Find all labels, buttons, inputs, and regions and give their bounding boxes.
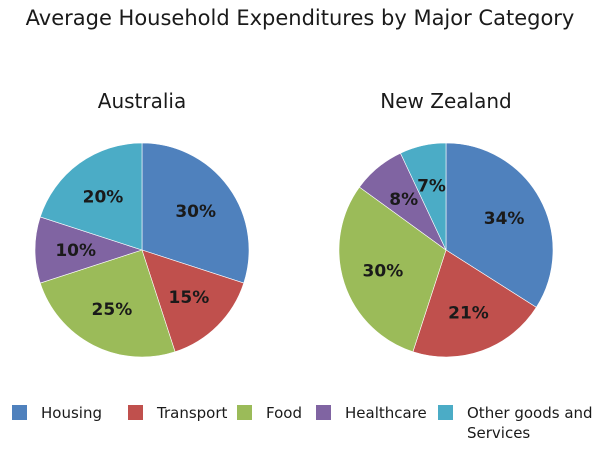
legend-item-other: Other goods and Services [438,403,598,443]
legend-swatch-other [438,405,453,420]
pie-slice-new-zealand-housing [445,142,554,308]
legend-item-food: Food [237,403,302,423]
pie-label-australia-housing: 30% [175,202,216,222]
legend-label-other: Other goods and Services [467,404,593,442]
legend: Housing Transport Food Healthcare Other … [0,400,600,458]
pie-slice-australia-transport [141,249,245,353]
legend-swatch-housing [12,405,27,420]
pie-title-new-zealand: New Zealand [380,89,511,113]
legend-label-transport: Transport [157,404,228,422]
pie-label-new-zealand-transport: 21% [448,303,489,323]
pie-new-zealand: New Zealand 34% 21% 30% 8%7% [338,89,554,358]
legend-item-healthcare: Healthcare [316,403,427,423]
pie-slice-australia-food [39,249,176,358]
legend-swatch-food [237,405,252,420]
pie-slice-australia-other-goods-and-services [39,142,143,251]
pie-charts-canvas: Australia 30% 15% 25% 10% 20% New Zealand 34% 21… [34,89,554,358]
pie-label-australia-other-goods-and-services: 20% [83,187,124,207]
pie-label-australia-food: 25% [92,300,133,320]
legend-item-transport: Transport [128,403,227,423]
pie-label-new-zealand-other-goods-and-services: 7% [417,176,446,196]
pie-slice-new-zealand-other-goods-and-services [400,142,447,251]
legend-swatch-healthcare [316,405,331,420]
pie-label-new-zealand-healthcare: 8% [389,190,418,210]
pie-label-new-zealand-food: 30% [363,262,404,282]
pie-label-australia-transport: 15% [169,288,210,308]
legend-label-healthcare: Healthcare [345,404,427,422]
pie-slice-australia-housing [141,142,250,284]
pie-label-new-zealand-housing: 34% [484,209,525,229]
legend-swatch-transport [128,405,143,420]
legend-label-housing: Housing [41,404,102,422]
pie-slice-new-zealand-transport [412,249,537,358]
pie-slice-new-zealand-food [338,186,447,353]
pie-title-australia: Australia [98,89,186,113]
chart-title: Average Household Expenditures by Major … [25,6,575,30]
pie-australia: Australia 30% 15% 25% 10% 20% [34,89,250,358]
pie-label-australia-healthcare: 10% [55,241,96,261]
legend-item-housing: Housing [12,403,102,423]
legend-label-food: Food [266,404,302,422]
